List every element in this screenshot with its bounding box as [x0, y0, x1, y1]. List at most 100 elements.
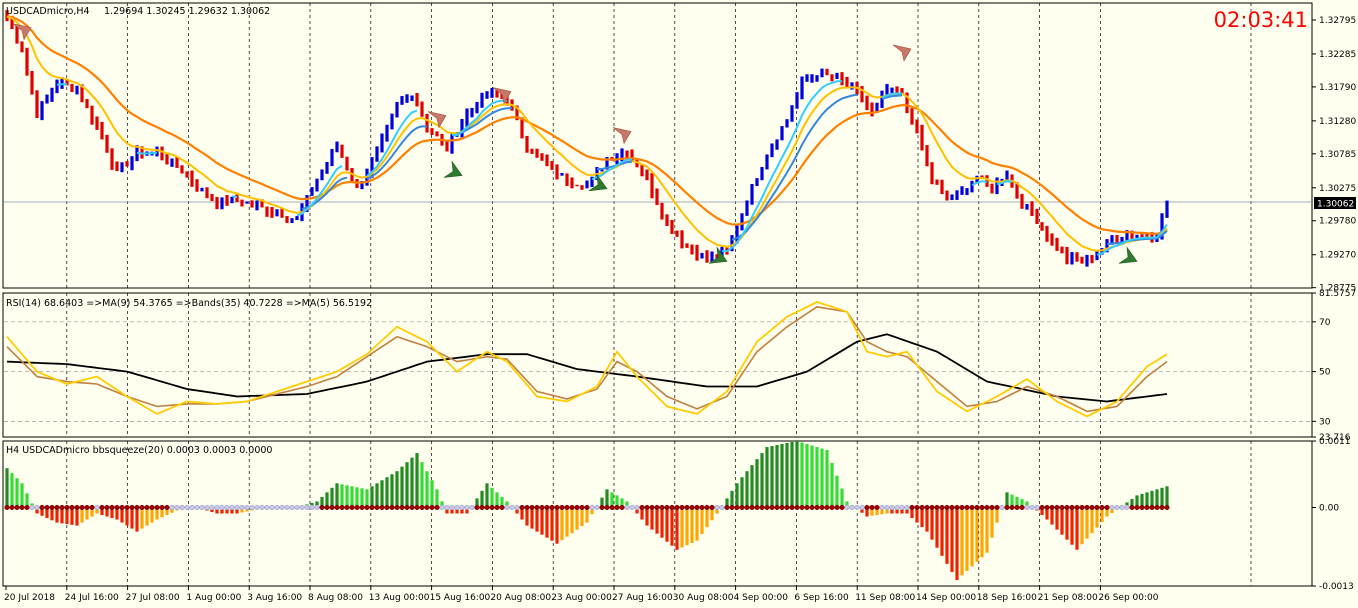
squeeze-dot [294, 504, 300, 511]
squeeze-dot [634, 504, 640, 511]
squeeze-dot [1094, 504, 1100, 511]
squeeze-bar [1155, 489, 1159, 508]
squeeze-dot [24, 504, 30, 511]
squeeze-bar [775, 445, 779, 508]
squeeze-dot [949, 504, 955, 511]
price-label: 1.29780 [1319, 217, 1356, 227]
squeeze-bar [5, 468, 9, 508]
squeeze-bar [535, 507, 539, 532]
squeeze-panel-frame [2, 440, 1313, 587]
squeeze-dot [754, 504, 760, 511]
squeeze-dot [4, 504, 10, 511]
squeeze-dot [59, 504, 65, 511]
squeeze-bar [625, 501, 629, 508]
squeeze-dot [784, 504, 790, 511]
squeeze-bar [220, 507, 224, 514]
squeeze-dot [124, 504, 130, 511]
squeeze-dot [384, 504, 390, 511]
squeeze-bar [710, 507, 714, 521]
squeeze-bar [1075, 507, 1079, 550]
squeeze-dot [579, 504, 585, 511]
squeeze-dot [689, 504, 695, 511]
last-price-value: 1.30062 [1317, 200, 1354, 210]
squeeze-bar [90, 507, 94, 517]
squeeze-bar [10, 473, 14, 508]
time-label: 20 Aug 08:00 [490, 593, 551, 603]
squeeze-dot [369, 504, 375, 511]
squeeze-bar [960, 507, 964, 576]
squeeze-bar [125, 507, 129, 526]
squeeze-bar [155, 507, 159, 520]
squeeze-dot [864, 504, 870, 511]
squeeze-bar [420, 462, 424, 508]
squeeze-label: H4 USDCADmicro bbsqueeze(20) 0.0003 0.00… [6, 445, 272, 456]
sell-arrow-icon [427, 111, 447, 129]
squeeze-dot [119, 504, 125, 511]
squeeze-dot [454, 504, 460, 511]
squeeze-dot [619, 504, 625, 511]
squeeze-bar [650, 507, 654, 530]
squeeze-dot [1154, 504, 1160, 511]
squeeze-bar [25, 493, 29, 508]
squeeze-bar [615, 495, 619, 508]
squeeze-dot [584, 504, 590, 511]
squeeze-bar [690, 507, 694, 543]
squeeze-bar [540, 507, 544, 535]
squeeze-bar [870, 507, 874, 516]
squeeze-dot [394, 504, 400, 511]
squeeze-bar [1045, 507, 1049, 520]
squeeze-bar [1020, 499, 1024, 508]
squeeze-dot [374, 504, 380, 511]
squeeze-dot [274, 504, 280, 511]
squeeze-dot [844, 504, 850, 511]
squeeze-dot [1099, 504, 1105, 511]
squeeze-dot [614, 504, 620, 511]
squeeze-bar [955, 507, 959, 580]
squeeze-dot [174, 504, 180, 511]
squeeze-bar [700, 507, 704, 534]
squeeze-bar [685, 507, 689, 546]
squeeze-bar [580, 507, 584, 527]
squeeze-bar [360, 488, 364, 508]
squeeze-dot [89, 504, 95, 511]
squeeze-dot [314, 504, 320, 511]
squeeze-dot [714, 504, 720, 511]
squeeze-dot [439, 504, 445, 511]
squeeze-dot [884, 504, 890, 511]
squeeze-dot [639, 504, 645, 511]
squeeze-dot [329, 504, 335, 511]
price-label: 1.32795 [1319, 16, 1356, 26]
squeeze-bar [380, 480, 384, 508]
squeeze-bar [925, 507, 929, 532]
squeeze-bar [365, 489, 369, 508]
squeeze-dot [809, 504, 815, 511]
squeeze-dot [464, 504, 470, 511]
squeeze-dot [1019, 504, 1025, 511]
squeeze-dot [594, 504, 600, 511]
squeeze-bar [490, 487, 494, 508]
squeeze-bar [1145, 492, 1149, 508]
squeeze-dot [1064, 504, 1070, 511]
squeeze-bar [755, 459, 759, 508]
time-label: 27 Jul 08:00 [126, 593, 180, 603]
squeeze-dot [494, 504, 500, 511]
squeeze-dot [944, 504, 950, 511]
squeeze-dot [744, 504, 750, 511]
squeeze-dot [429, 504, 435, 511]
squeeze-bar [340, 484, 344, 508]
squeeze-bar [830, 462, 834, 508]
squeeze-bar [135, 507, 139, 532]
squeeze-bar [530, 507, 534, 529]
squeeze-dot [719, 504, 725, 511]
squeeze-dot [69, 504, 75, 511]
squeeze-dot [444, 504, 450, 511]
squeeze-dot [304, 504, 310, 511]
squeeze-dot [939, 504, 945, 511]
squeeze-bar [60, 507, 64, 524]
squeeze-dot [159, 504, 165, 511]
squeeze-bar [20, 483, 24, 508]
squeeze-dot [154, 504, 160, 511]
squeeze-bar [330, 487, 334, 508]
squeeze-bar [750, 465, 754, 508]
